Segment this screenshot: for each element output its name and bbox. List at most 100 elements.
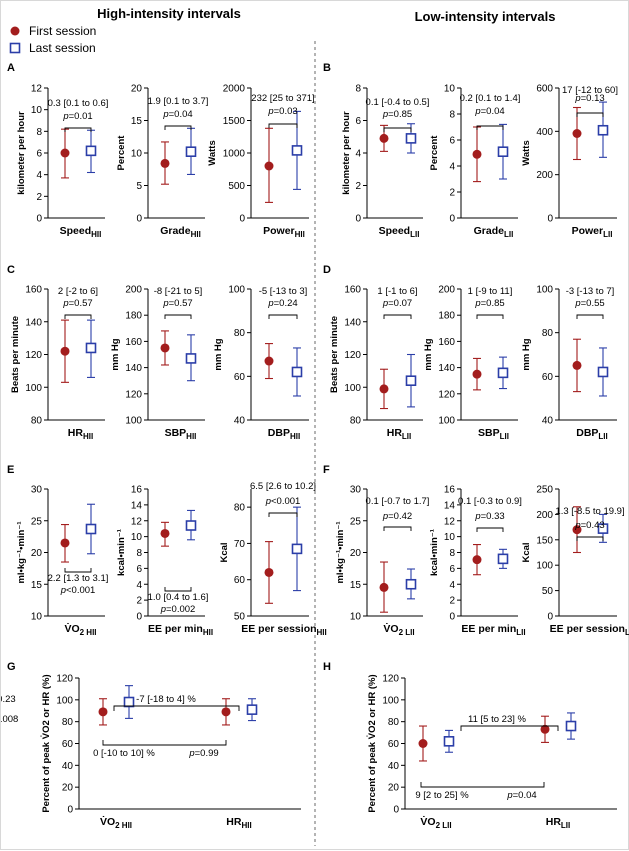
p10-tick-label: 100 [438, 416, 455, 427]
p10-x-label-sub: LII [500, 432, 509, 441]
p6-p-value: p=0.57 [62, 298, 92, 309]
p13-tick-label: 16 [131, 485, 143, 496]
p0-p-value: p=0.01 [62, 111, 92, 122]
p1-x-label-main: Grade [160, 225, 191, 237]
p-rest: =0.04 [481, 106, 505, 117]
p11-diff-label: -3 [-13 to 7] [566, 286, 615, 297]
p13-bracket [164, 587, 192, 592]
cat-sub: 2 HII [115, 821, 132, 830]
p16-diff-label: 0.1 [-0.3 to 0.9] [458, 496, 522, 507]
p18-tick-label: 0 [67, 805, 73, 816]
title-high-intensity: High-intensity intervals [97, 6, 241, 21]
p14-first-point [264, 567, 274, 577]
p3-diff-label: 0.1 [-0.4 to 0.5] [366, 97, 430, 108]
p18-cat-label-0: V̇O2 HII [100, 816, 132, 830]
p19-upper-diff: 11 [5 to 23] % [468, 714, 526, 725]
p10-x-label: SBPLII [478, 427, 509, 441]
p18-lower-diff: 0 [-10 to 10] % [93, 748, 155, 759]
p4-bracket [476, 125, 504, 130]
p3-y-label: kilometer per hour [341, 111, 352, 195]
p-rest: =0.23 [1, 694, 16, 705]
p15-first-point [379, 582, 389, 592]
p5-tick-label: 400 [536, 127, 553, 138]
p-rest: =0.43 [581, 520, 605, 531]
legend-last-label: Last session [29, 41, 96, 55]
p5-x-label-sub: LII [603, 230, 612, 239]
p5-tick-label: 200 [536, 170, 553, 181]
p9-last-point [405, 375, 417, 387]
p0-first-point [60, 148, 70, 158]
title-low-intensity: Low-intensity intervals [415, 9, 556, 24]
p7-x-label-sub: HII [186, 432, 196, 441]
p-italic: p [162, 109, 168, 120]
p4-p-value: p=0.04 [474, 106, 504, 117]
p2-y-label: Watts [207, 140, 218, 166]
cat-main: HR [546, 816, 562, 828]
p-italic: p [474, 511, 480, 522]
p19-y-label: Percent of peak V̇O2 or HR (%) [367, 674, 378, 812]
p12-tick-label: 10 [31, 612, 43, 623]
p9-diff-label: 1 [-1 to 6] [377, 286, 417, 297]
p12-tick-label: 20 [31, 548, 43, 559]
p10-p-value: p=0.85 [474, 298, 504, 309]
p2-x-label-main: Power [263, 225, 295, 237]
p2-tick-label: 1500 [223, 116, 246, 127]
p18-tick-label: 20 [62, 783, 74, 794]
p17-x-label-sub: LII [625, 628, 629, 637]
p-italic: p [162, 298, 168, 309]
p-rest: =0.42 [388, 511, 412, 522]
p11-tick-label: 100 [536, 285, 553, 296]
p13-diff-label: 1.0 [0.4 to 1.6] [148, 592, 209, 603]
p13-last-point [185, 520, 197, 531]
p16-tick-label: 14 [444, 500, 456, 511]
p16-x-label-sub: LII [516, 628, 525, 637]
p4-tick-label: 6 [449, 136, 455, 147]
p15-diff-label: 0.1 [-0.7 to 1.7] [366, 496, 430, 507]
p-rest: =0.55 [581, 298, 605, 309]
panel-letter-h: H [323, 661, 331, 673]
p13-tick-label: 2 [136, 596, 142, 607]
p10-last-point [497, 367, 509, 379]
p8-tick-label: 80 [234, 328, 246, 339]
p19-tick-label: 20 [388, 783, 400, 794]
p-italic: p [265, 496, 271, 507]
p14-tick-label: 70 [234, 539, 246, 550]
p17-tick-label: 150 [536, 535, 553, 546]
p4-tick-label: 4 [449, 162, 455, 173]
p14-tick-label: 80 [234, 503, 246, 514]
p4-tick-label: 10 [444, 84, 456, 95]
p5-tick-label: 0 [547, 214, 553, 225]
p18-upper-diff: -7 [-18 to 4] % [136, 694, 196, 705]
p18-c0-first-point [98, 707, 108, 717]
p17-last-point [597, 523, 609, 534]
p15-tick-label: 30 [350, 485, 362, 496]
p0-y-label: kilometer per hour [16, 111, 27, 195]
p0-tick-label: 4 [36, 170, 42, 181]
p12-tick-label: 30 [31, 485, 43, 496]
p0-tick-label: 6 [36, 149, 42, 160]
p4-y-label: Percent [429, 135, 440, 171]
p3-tick-label: 8 [355, 84, 361, 95]
p8-diff-label: -5 [-13 to 3] [259, 286, 308, 297]
p15-bracket [383, 526, 412, 531]
legend-last-marker [9, 42, 21, 54]
p19-cat-label-1: HRLII [546, 816, 571, 830]
p18-c1-first-point [221, 707, 231, 717]
p18-tick-label: 80 [62, 717, 74, 728]
p6-first-point [60, 346, 70, 356]
p15-x-label: V̇O2 LII [383, 623, 414, 637]
p-rest: <0.001 [66, 585, 95, 596]
p11-tick-label: 40 [542, 416, 554, 427]
p-rest: =0.24 [274, 298, 298, 309]
p-italic: p [382, 109, 388, 120]
p17-first-point [572, 525, 582, 535]
p3-tick-label: 2 [355, 181, 361, 192]
p5-x-label: PowerLII [572, 225, 613, 239]
p17-tick-label: 0 [547, 612, 553, 623]
p0-x-label: SpeedHII [60, 225, 102, 239]
p8-tick-label: 40 [234, 416, 246, 427]
p14-last-point [291, 543, 303, 555]
p3-x-label: SpeedLII [379, 225, 420, 239]
p4-diff-label: 0.2 [0.1 to 1.4] [460, 93, 521, 104]
p9-tick-label: 80 [350, 416, 362, 427]
